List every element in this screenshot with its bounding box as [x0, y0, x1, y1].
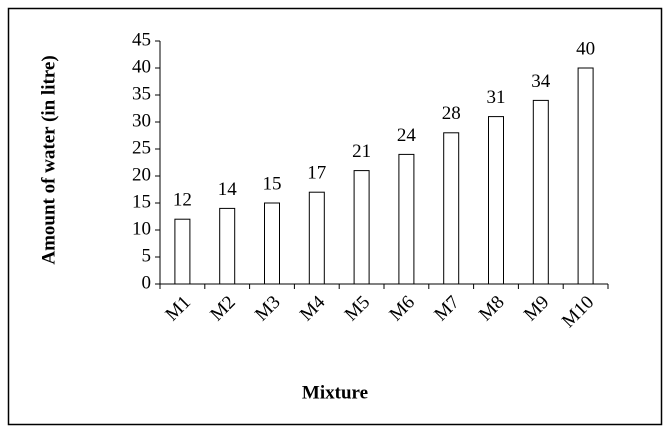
y-tick-label: 25 — [132, 137, 151, 158]
data-label: 17 — [307, 163, 326, 184]
data-label: 34 — [531, 71, 551, 92]
bar — [353, 170, 370, 285]
y-axis-title: Amount of water (in litre) — [38, 55, 59, 264]
data-label: 12 — [173, 190, 192, 211]
y-tick-label: 45 — [132, 29, 151, 50]
y-tick-label: 35 — [132, 83, 151, 104]
data-label: 21 — [352, 141, 371, 162]
y-tick-label: 20 — [132, 164, 151, 185]
y-tick-label: 40 — [132, 56, 151, 77]
y-tick-label: 15 — [132, 191, 151, 212]
bar — [308, 191, 325, 285]
y-tick-label: 0 — [142, 272, 152, 293]
y-tick-label: 30 — [132, 110, 151, 131]
data-label: 15 — [263, 173, 282, 194]
bar — [219, 207, 236, 285]
data-label: 24 — [397, 125, 417, 146]
bar — [174, 218, 191, 285]
x-axis-title: Mixture — [302, 382, 368, 403]
bar — [443, 132, 460, 285]
data-label: 14 — [218, 179, 238, 200]
bar — [577, 67, 594, 285]
bar — [488, 116, 504, 285]
y-tick-label: 5 — [142, 245, 152, 266]
bar — [532, 99, 549, 285]
data-label: 28 — [442, 103, 461, 124]
bar — [264, 202, 280, 285]
data-label: 40 — [576, 38, 595, 59]
chart-frame — [7, 7, 663, 426]
bar — [398, 153, 415, 285]
data-label: 31 — [487, 87, 506, 108]
y-tick-label: 10 — [132, 218, 151, 239]
